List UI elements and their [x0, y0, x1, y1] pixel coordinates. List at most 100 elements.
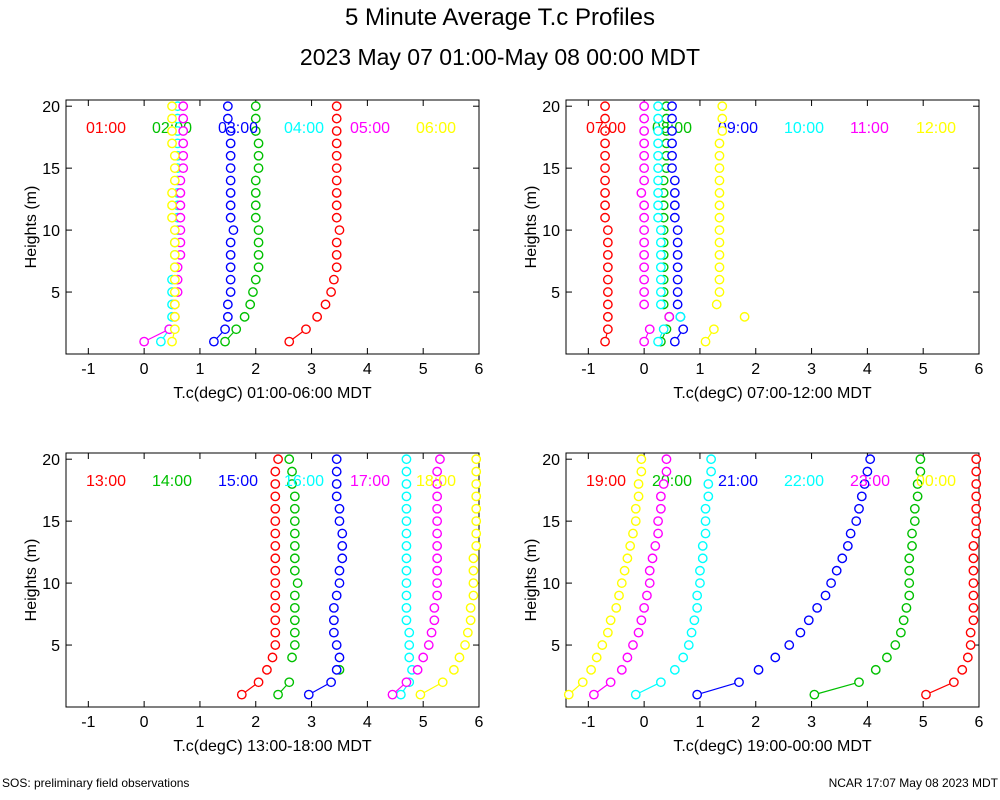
data-point-11:00 [639, 200, 650, 211]
data-point-13:00 [270, 640, 281, 650]
data-point-05:00 [139, 336, 150, 347]
data-point-01:00 [331, 249, 342, 260]
data-point-10:00 [653, 200, 663, 211]
data-point-03:00 [225, 175, 236, 186]
panel-1: -1 0 1 2 3 4 5 6 5 10 15 20 T.c(degC) 01:00-06:00 MD… [23, 99, 484, 402]
data-point-06:00 [167, 336, 177, 347]
data-point-15:00 [334, 565, 345, 576]
data-point-22:00 [706, 466, 717, 477]
data-point-20:00 [912, 491, 923, 502]
data-point-20:00 [912, 479, 923, 489]
data-point-03:00 [222, 101, 233, 112]
data-point-18:00 [471, 503, 482, 514]
legend-label: 07:00 [586, 120, 626, 137]
x-tick-label: 6 [975, 714, 984, 731]
data-point-07:00 [600, 126, 610, 136]
data-point-21:00 [837, 553, 848, 564]
data-point-19:00 [968, 553, 979, 564]
data-point-19:00 [968, 590, 979, 601]
data-point-19:00 [971, 516, 982, 527]
data-point-06:00 [169, 299, 180, 310]
data-point-06:00 [167, 138, 177, 149]
x-tick-label: 4 [363, 361, 372, 378]
data-point-18:00 [462, 627, 473, 638]
data-point-22:00 [700, 528, 711, 539]
y-tick-label: 5 [551, 285, 560, 302]
data-point-09:00 [669, 200, 680, 211]
y-tick-label: 10 [542, 223, 560, 240]
data-point-15:00 [331, 590, 342, 601]
data-point-23:00 [661, 466, 672, 477]
data-point-09:00 [669, 188, 680, 198]
data-point-01:00 [326, 287, 337, 297]
data-point-18:00 [471, 479, 482, 489]
chart-subtitle: 2023 May 07 01:00-May 08 00:00 MDT [299, 44, 701, 70]
data-point-15:00 [326, 677, 337, 688]
data-point-13:00 [270, 565, 281, 576]
data-point-10:00 [655, 249, 666, 260]
data-point-20:00 [904, 553, 915, 564]
data-point-13:00 [236, 689, 247, 700]
plot-frame [565, 452, 980, 708]
data-point-23:00 [650, 541, 661, 551]
data-point-13:00 [270, 503, 281, 514]
x-tick-label: 6 [475, 361, 484, 378]
data-point-11:00 [639, 175, 650, 186]
x-tick-label: 1 [695, 714, 704, 731]
x-tick-label: 2 [751, 361, 760, 378]
data-point-13:00 [270, 541, 281, 551]
series-connector-20:00 [814, 681, 860, 696]
x-axis-label: T.c(degC) 19:00-00:00 MDT [673, 738, 872, 755]
data-point-13:00 [270, 479, 281, 489]
y-tick-label: 20 [42, 452, 60, 469]
data-point-06:00 [169, 287, 180, 297]
data-point-23:00 [589, 689, 599, 700]
data-point-21:00 [862, 466, 873, 477]
data-point-09:00 [667, 126, 677, 136]
data-point-13:00 [270, 578, 281, 588]
data-point-23:00 [644, 578, 655, 588]
data-point-16:00 [401, 565, 412, 576]
data-point-00:00 [622, 553, 633, 564]
x-tick-label: 4 [863, 714, 872, 731]
plot-frame [65, 99, 480, 355]
data-point-17:00 [432, 541, 443, 551]
data-point-12:00 [714, 274, 725, 285]
data-point-18:00 [460, 640, 470, 650]
data-point-23:00 [642, 590, 652, 601]
data-point-16:00 [401, 516, 412, 527]
x-tick-label: 0 [140, 714, 149, 731]
data-point-12:00 [717, 113, 728, 124]
data-point-15:00 [337, 528, 348, 539]
data-point-19:00 [962, 652, 973, 663]
data-point-13:00 [270, 516, 281, 527]
data-point-00:00 [616, 578, 627, 588]
data-point-15:00 [303, 689, 314, 700]
data-point-11:00 [639, 163, 650, 174]
data-point-21:00 [842, 541, 853, 551]
data-point-09:00 [672, 287, 683, 297]
data-point-17:00 [432, 553, 443, 564]
data-point-12:00 [714, 225, 725, 235]
data-point-22:00 [703, 479, 714, 489]
data-point-16:00 [401, 578, 412, 588]
data-point-23:00 [653, 528, 663, 539]
data-point-00:00 [625, 541, 636, 551]
data-point-17:00 [432, 528, 443, 539]
data-point-21:00 [859, 479, 870, 489]
data-point-10:00 [653, 113, 663, 124]
data-point-02:00 [250, 200, 261, 211]
data-point-15:00 [334, 516, 345, 527]
data-point-13:00 [270, 528, 281, 539]
data-point-06:00 [169, 237, 180, 248]
data-point-19:00 [968, 615, 979, 626]
data-point-18:00 [468, 590, 479, 601]
data-point-12:00 [708, 324, 719, 335]
data-point-18:00 [471, 516, 482, 527]
legend-label: 23:00 [850, 473, 890, 490]
data-point-05:00 [178, 150, 189, 161]
data-point-03:00 [225, 163, 236, 174]
data-point-22:00 [689, 615, 700, 626]
data-point-16:00 [404, 652, 415, 663]
data-point-00:00 [586, 664, 597, 675]
